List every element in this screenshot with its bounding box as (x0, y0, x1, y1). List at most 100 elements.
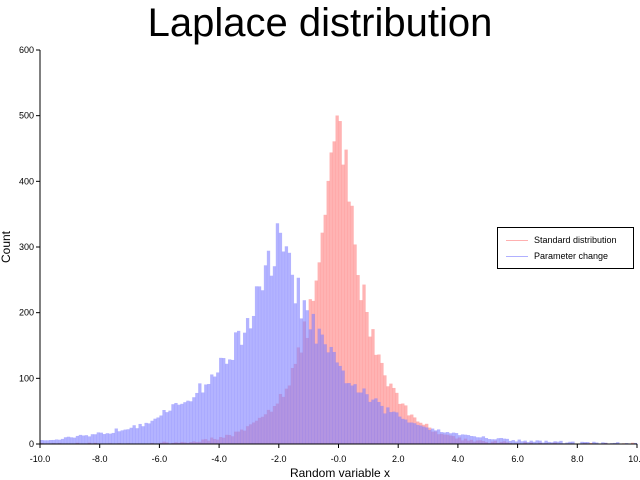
histogram-bar (48, 440, 53, 444)
histogram-bar (102, 434, 106, 444)
histogram-bar (359, 392, 363, 444)
histogram-bar (114, 428, 118, 444)
histogram-bar (126, 429, 130, 444)
x-tick-label: 2.0 (392, 454, 405, 464)
histogram-bar (350, 385, 354, 444)
histogram-bar (201, 392, 205, 444)
y-axis-label: Count (0, 230, 13, 263)
histogram-bar (365, 394, 369, 444)
y-tick-label: 0 (29, 439, 34, 449)
histogram-bar (308, 329, 312, 444)
histogram-bar (469, 436, 474, 444)
histogram-bar (481, 436, 486, 444)
histogram-bar (225, 363, 229, 444)
histogram-bar (150, 420, 154, 444)
histogram-bar (111, 432, 115, 444)
histogram-bar (207, 383, 211, 444)
legend: Standard distribution Parameter change (497, 227, 634, 269)
histogram-bar (323, 214, 327, 444)
histogram-bar (526, 442, 530, 444)
histogram-bar (248, 328, 253, 444)
histogram-bar (398, 416, 402, 444)
histogram-bar (269, 275, 274, 444)
histogram-bar (592, 441, 596, 444)
histogram-bar (487, 439, 492, 444)
histogram-bar (556, 441, 560, 444)
histogram-bar (380, 405, 384, 444)
bars-layer (40, 115, 638, 444)
histogram-bar (368, 401, 372, 444)
x-tick-label: -0.0 (331, 454, 347, 464)
histogram-bar (571, 441, 575, 444)
histogram-bar (416, 424, 420, 444)
histogram-bar (144, 422, 148, 444)
histogram-bar (138, 423, 142, 444)
histogram-bar (395, 412, 399, 444)
histogram-bar (278, 232, 283, 444)
histogram-bar (219, 357, 223, 444)
histogram-bar (505, 438, 509, 444)
histogram-bar (371, 399, 375, 444)
histogram-bar (604, 442, 608, 444)
histogram-bar (168, 410, 172, 444)
histogram-bar (222, 358, 226, 444)
histogram-bar (117, 431, 121, 444)
histogram-bar (242, 332, 247, 444)
histogram-bar (105, 433, 109, 444)
histogram-bar (54, 439, 59, 444)
histogram-bar (69, 437, 74, 444)
histogram-bar (239, 344, 244, 444)
histogram-bar (350, 205, 354, 444)
histogram-bar (520, 441, 524, 444)
histogram-bar (108, 433, 112, 444)
histogram-bar (514, 441, 518, 444)
x-tick-label: -6.0 (152, 454, 168, 464)
series-parameter-change (40, 223, 638, 444)
histogram-bar (57, 439, 62, 444)
histogram-bar (517, 439, 521, 444)
histogram-bar (460, 434, 465, 444)
histogram-bar (508, 440, 512, 444)
histogram-bar (329, 152, 333, 444)
histogram-bar (141, 426, 145, 444)
histogram-bar (317, 328, 321, 444)
histogram-bar (257, 286, 262, 444)
y-tick-label: 100 (19, 373, 34, 383)
histogram-bar (631, 442, 635, 444)
histogram-bar (613, 442, 617, 444)
histogram-bar (565, 442, 569, 444)
histogram-bar (231, 359, 235, 444)
histogram-bar (63, 437, 68, 444)
histogram-bar (45, 440, 50, 444)
histogram-bar (186, 400, 190, 444)
histogram-bar (40, 440, 44, 444)
histogram-bar (135, 428, 139, 444)
histogram-bar (293, 303, 297, 444)
histogram-bar (511, 440, 515, 444)
histogram-bar (550, 442, 554, 444)
histogram-bar (422, 426, 426, 444)
histogram-bar (428, 429, 432, 444)
y-tick-label: 200 (19, 308, 34, 318)
histogram-bar (147, 423, 151, 444)
histogram-bar (254, 286, 259, 444)
histogram-bar (120, 430, 124, 444)
legend-swatch-standard (506, 239, 528, 241)
histogram-bar (496, 438, 500, 444)
histogram-bar (335, 362, 339, 444)
histogram-bar (266, 250, 271, 444)
histogram-bar (535, 440, 539, 444)
histogram-bar (213, 376, 217, 444)
histogram-bar (99, 432, 103, 444)
histogram-bar (437, 429, 441, 444)
legend-label-standard: Standard distribution (534, 235, 617, 245)
histogram-bar (132, 425, 136, 444)
histogram-bar (237, 330, 241, 444)
histogram-bar (329, 346, 333, 444)
histogram-bar (523, 440, 527, 444)
histogram-bar (374, 398, 378, 444)
histogram-bar (493, 439, 498, 444)
histogram-bar (344, 383, 348, 444)
histogram-bar (541, 442, 545, 444)
histogram-bar (287, 252, 292, 444)
